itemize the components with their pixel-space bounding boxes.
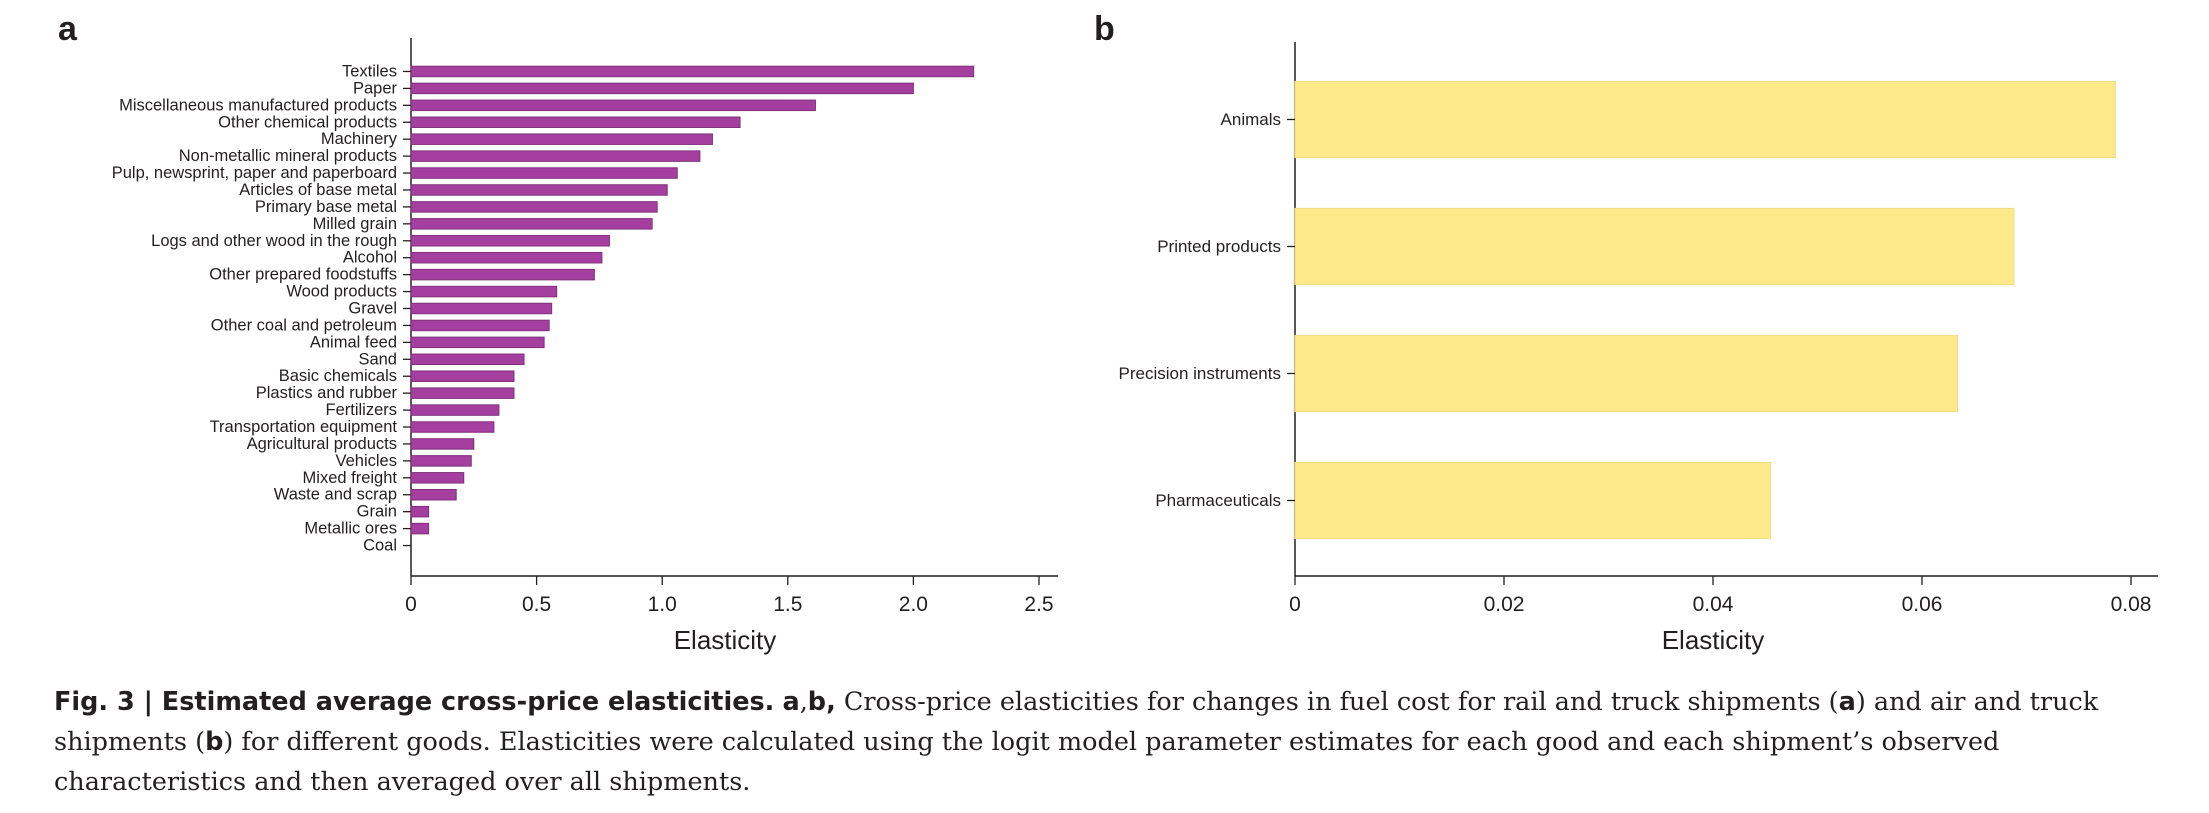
panel-a-x-tick-label: 0.5 <box>522 593 551 616</box>
panel-a-letter: a <box>58 10 78 48</box>
panel-a-x-tick-label: 2.5 <box>1024 593 1053 616</box>
panel-a-category-label: Sand <box>358 350 397 368</box>
panel-a-category-label: Plastics and rubber <box>256 384 398 402</box>
panel-a-category-label: Metallic ores <box>304 520 397 538</box>
panel-b-chart: Animals Printed products Precision instrum… <box>1118 42 2158 655</box>
panel-a-category-label: Coal <box>363 537 397 555</box>
panel-a-bar <box>410 488 457 501</box>
panel-a-category-label: Alcohol <box>343 249 397 267</box>
panel-a-bar <box>410 167 678 179</box>
panel-a-category-label: Basic chemicals <box>279 367 397 385</box>
panel-a-category-label: Other prepared foodstuffs <box>209 266 397 284</box>
panel-a-bar <box>410 421 495 433</box>
panel-b-bar <box>1294 461 1771 540</box>
caption-text: ) and air and truck shipments ( <box>54 687 2099 757</box>
caption-text: ) for different goods. Elasticities were… <box>54 727 2000 797</box>
panel-a-bar <box>410 285 558 298</box>
panel-a-category-label: Articles of base metal <box>239 181 397 199</box>
panel-a-category-label: Miscellaneous manufactured products <box>119 96 397 114</box>
panel-a-category-label: Textiles <box>342 62 397 80</box>
panel-a-bar <box>410 99 816 112</box>
panel-a-bar <box>410 370 515 382</box>
panel-a-x-tick-label: 1.5 <box>773 593 802 616</box>
panel-a-bar <box>410 116 741 129</box>
panel-a-category-label: Primary base metal <box>255 198 397 216</box>
panel-b-x-tick-label: 0.04 <box>1693 593 1734 616</box>
panel-a-bar <box>410 438 475 450</box>
panel-b-x-axis-title: Elasticity <box>1662 625 1765 655</box>
panel-b-category-label: Printed products <box>1157 237 1281 256</box>
panel-a-bar <box>410 353 525 366</box>
caption-comma: , <box>799 687 808 717</box>
panel-a-bar <box>410 522 430 535</box>
panel-b-category-label: Animals <box>1221 110 1281 129</box>
panel-a-bar <box>410 387 515 399</box>
panel-b-bar <box>1294 334 1959 413</box>
panel-a-bar <box>410 302 553 315</box>
panel-a-category-label: Mixed freight <box>303 469 398 487</box>
panel-a-bar <box>410 201 658 213</box>
panel-a-x-axis-title: Elasticity <box>674 625 777 655</box>
panel-a-category-label: Milled grain <box>313 215 397 233</box>
panel-b-x-tick-label: 0 <box>1289 593 1301 616</box>
panel-a-category-label: Other coal and petroleum <box>211 316 397 334</box>
panel-a-bar <box>410 65 975 78</box>
panel-a-bar <box>410 251 603 264</box>
panel-a-category-label: Machinery <box>321 130 398 148</box>
panel-b-category-label: Precision instruments <box>1118 364 1281 383</box>
panel-a-category-label: Wood products <box>286 283 397 301</box>
panel-a-x-tick-label: 2.0 <box>899 593 928 616</box>
panel-a-bar <box>410 184 668 196</box>
caption-panel-a: a <box>782 687 800 717</box>
panel-a-bar <box>410 150 701 162</box>
panel-a-bar <box>410 319 550 332</box>
panel-b-x-tick-label: 0.08 <box>2111 593 2152 616</box>
figure-caption: Fig. 3 | Estimated average cross-price e… <box>54 682 2164 802</box>
panel-a-bar <box>410 82 914 95</box>
panel-b-bar <box>1294 80 2116 159</box>
panel-a-category-label: Animal feed <box>310 333 397 351</box>
panel-a-category-label: Transportation equipment <box>210 418 398 436</box>
caption-figure-label: Fig. 3 | Estimated average cross-price e… <box>54 687 775 717</box>
caption-ref-a: a <box>1838 687 1856 717</box>
panel-b-bar <box>1294 207 2015 286</box>
panel-a-category-label: Other chemical products <box>218 113 397 131</box>
panel-a-category-label: Agricultural products <box>247 435 397 453</box>
panel-a-bar <box>410 133 713 145</box>
panel-a-bar <box>410 268 595 281</box>
panel-a-category-label: Logs and other wood in the rough <box>151 232 397 250</box>
panel-a-category-label: Paper <box>353 79 398 97</box>
panel-a-category-label: Fertilizers <box>325 401 397 419</box>
panel-b-x-tick-label: 0.02 <box>1484 593 1525 616</box>
caption-panel-b: b <box>807 687 827 717</box>
panel-a-x-tick-label: 0 <box>405 593 417 616</box>
panel-a-bar <box>410 218 653 230</box>
panel-b-letter: b <box>1094 10 1115 48</box>
panel-a-bar <box>410 404 500 416</box>
caption-comma: , <box>826 687 836 717</box>
caption-ref-b: b <box>205 727 224 757</box>
caption-text: Cross-price elasticities for changes in … <box>835 687 1839 717</box>
panel-a-bar <box>410 235 610 247</box>
panel-a-bar <box>410 505 430 518</box>
panel-b-x-tick-label: 0.06 <box>1902 593 1943 616</box>
panel-a-bar <box>410 472 465 484</box>
panel-a-x-tick-label: 1.0 <box>648 593 677 616</box>
panel-a-bar <box>410 336 545 349</box>
panel-a-bar <box>410 455 472 467</box>
panel-a-category-label: Non-metallic mineral products <box>179 147 397 165</box>
panel-a-category-label: Gravel <box>348 300 397 318</box>
panel-a-category-label: Waste and scrap <box>274 486 397 504</box>
panel-b-category-label: Pharmaceuticals <box>1155 491 1281 510</box>
panel-a-category-label: Vehicles <box>336 452 397 470</box>
panel-a-category-label: Pulp, newsprint, paper and paperboard <box>112 164 397 182</box>
panel-a-category-label: Grain <box>357 503 397 521</box>
